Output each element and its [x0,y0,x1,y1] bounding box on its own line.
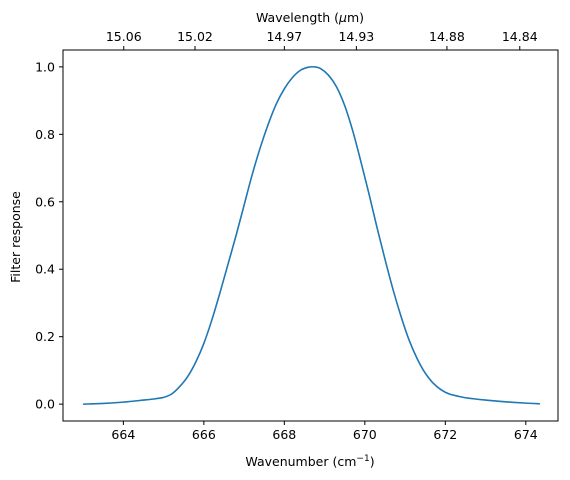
y-tick-label: 0.0 [35,397,55,412]
y-tick-label: 0.6 [35,194,55,209]
top-tick-label: 14.84 [502,29,538,44]
top-axis-label: Wavelength (μm) [256,10,364,25]
x-axis-label: Wavenumber (cm−1) [245,454,374,469]
x-tick-label: 664 [111,427,135,442]
x-axis-label-superscript: −1 [356,454,369,464]
x-tick-label: 672 [433,427,457,442]
top-tick-label: 14.97 [266,29,302,44]
x-tick-label: 666 [192,427,216,442]
y-tick-label: 0.8 [35,127,55,142]
plot-area [62,49,559,422]
top-tick-label: 15.06 [106,29,142,44]
top-tick-label: 14.88 [429,29,465,44]
x-tick-label: 670 [353,427,377,442]
curve-layer [83,65,540,405]
y-tick-label: 1.0 [35,59,55,74]
top-tick-label: 15.02 [177,29,213,44]
y-axis-label: Filter response [8,191,23,283]
x-tick-label: 674 [514,427,538,442]
ticks-layer: 664 666 668 670 672 674 0.0 0.2 0.4 0.6 0.8 1.0 15.0… [35,29,538,442]
x-tick-label: 668 [272,427,296,442]
x-axis-label-end: ) [370,454,375,469]
filter-response-line [83,65,540,405]
mu-symbol: μ [338,10,347,25]
y-tick-label: 0.4 [35,262,55,277]
top-tick-label: 14.93 [338,29,374,44]
y-tick-label: 0.2 [35,329,55,344]
